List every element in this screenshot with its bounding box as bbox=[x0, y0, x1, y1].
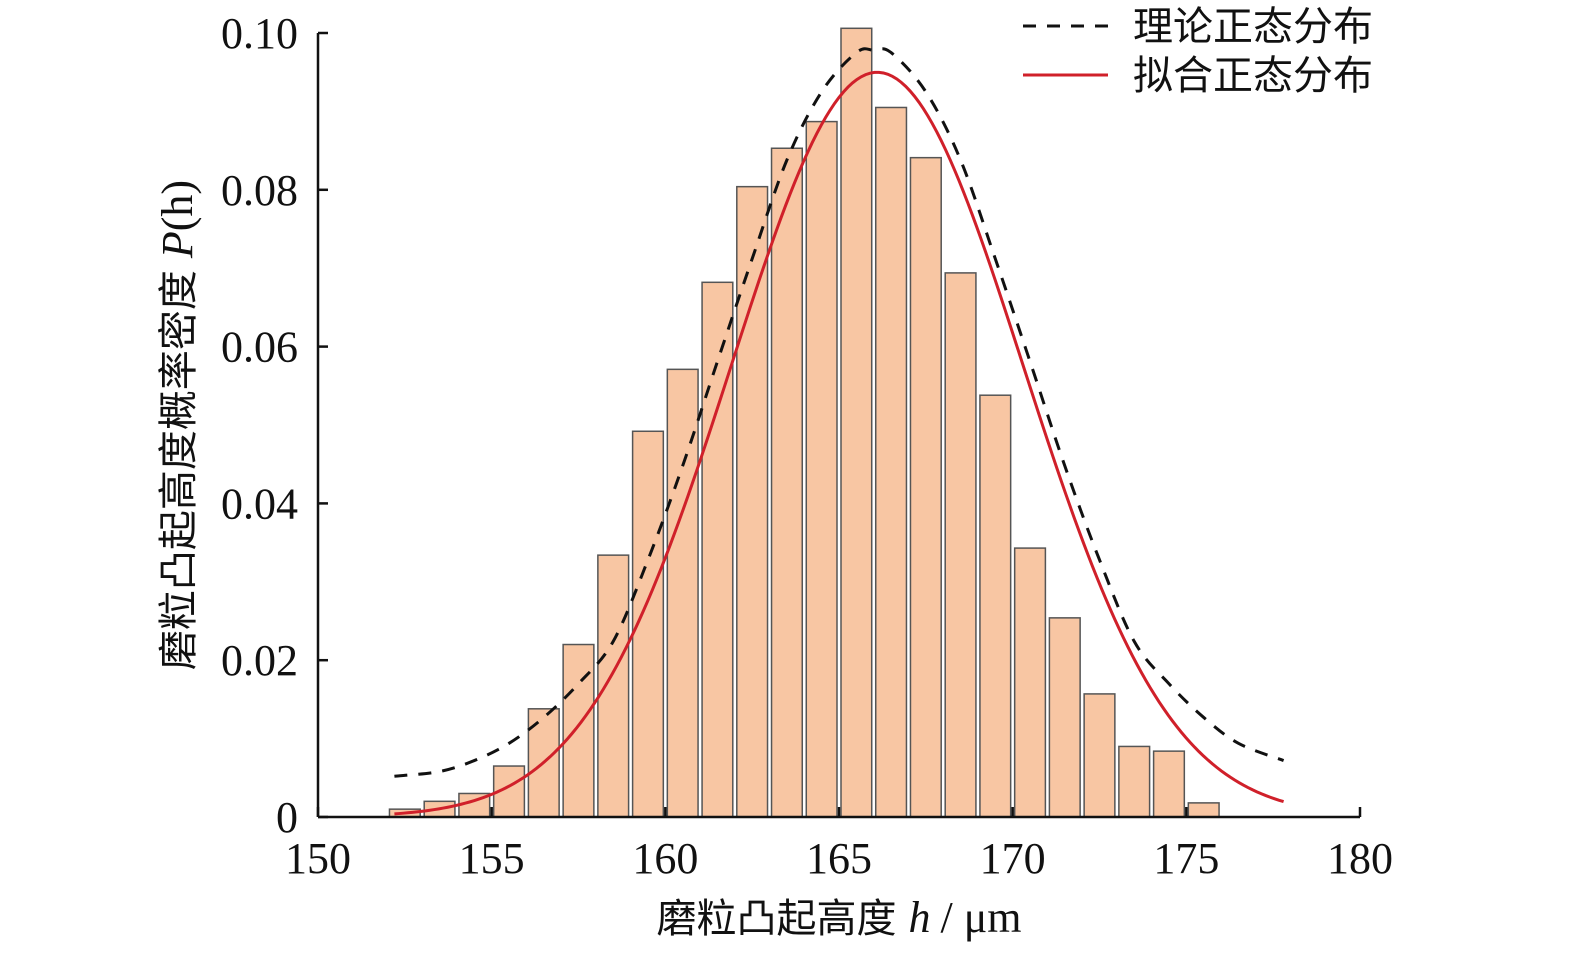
curve-fitted-normal bbox=[394, 70, 1285, 816]
curve-theoretical-normal bbox=[394, 47, 1285, 778]
histogram-bar-11 bbox=[770, 147, 804, 818]
y-tick-label-2: 0.04 bbox=[221, 479, 298, 528]
histogram-bar-14 bbox=[874, 106, 908, 818]
histogram-bar-9 bbox=[701, 281, 734, 818]
x-tick-label-5: 175 bbox=[1153, 834, 1219, 883]
histogram-bar-6 bbox=[597, 554, 630, 818]
x-tick-label-3: 165 bbox=[806, 834, 872, 883]
legend-label-theoretical: 理论正态分布 bbox=[1133, 4, 1373, 50]
histogram-bar-16 bbox=[944, 272, 977, 818]
x-axis-title: 磨粒凸起高度 h / μm bbox=[656, 893, 1021, 942]
x-tick-label-1: 155 bbox=[459, 834, 525, 883]
y-tick-label-5: 0.10 bbox=[221, 9, 298, 58]
histogram-bar-12 bbox=[805, 120, 838, 818]
histogram-bar-17 bbox=[979, 394, 1012, 818]
histogram-bar-13 bbox=[840, 27, 873, 818]
y-tick-label-3: 0.06 bbox=[221, 323, 298, 372]
y-tick-label-1: 0.02 bbox=[221, 636, 298, 685]
histogram-bar-5 bbox=[562, 643, 595, 818]
histogram-bar-19 bbox=[1048, 617, 1081, 818]
axes-layer bbox=[316, 33, 1360, 819]
histogram-bar-22 bbox=[1152, 750, 1186, 818]
y-tick-label-4: 0.08 bbox=[221, 166, 298, 215]
curves-layer bbox=[394, 47, 1285, 816]
histogram-bar-23 bbox=[1187, 802, 1220, 818]
histogram-bar-10 bbox=[736, 185, 769, 818]
legend-label-fitted: 拟合正态分布 bbox=[1133, 53, 1373, 99]
y-tick-label-0: 0 bbox=[276, 793, 298, 842]
x-tick-label-2: 160 bbox=[632, 834, 698, 883]
x-tick-label-0: 150 bbox=[285, 834, 351, 883]
histogram-bar-3 bbox=[492, 765, 526, 818]
histogram-bar-20 bbox=[1083, 693, 1116, 818]
histogram-bar-21 bbox=[1118, 745, 1151, 818]
y-axis-title: 磨粒凸起高度概率密度P(h) bbox=[153, 180, 202, 670]
x-tick-label-4: 170 bbox=[980, 834, 1046, 883]
legend: 理论正态分布 拟合正态分布 bbox=[1023, 4, 1373, 99]
histogram-bar-15 bbox=[909, 156, 942, 818]
histogram-bar-18 bbox=[1013, 547, 1047, 818]
ticks-layer: 150 155 160 165 170 175 180 0 0.02 0.04 0.06 0.08 0.… bbox=[221, 9, 1393, 883]
bars-layer bbox=[388, 27, 1220, 818]
x-tick-label-6: 180 bbox=[1327, 834, 1393, 883]
